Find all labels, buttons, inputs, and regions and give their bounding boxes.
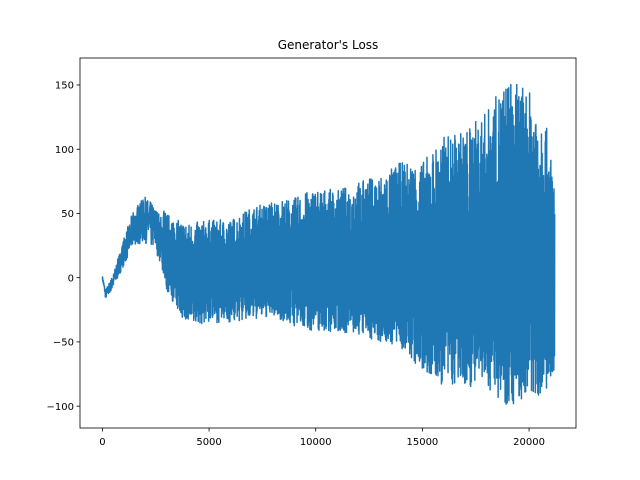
x-tick-label: 20000 [513, 437, 545, 448]
y-tick-label: 100 [55, 145, 74, 156]
y-tick-label: −50 [53, 338, 74, 349]
axes-frame [79, 57, 577, 429]
x-tick-label: 15000 [406, 437, 438, 448]
x-axis: 0 5000 10000 15000 20000 [99, 428, 545, 448]
x-tick-label: 5000 [196, 437, 221, 448]
x-tick-label: 10000 [300, 437, 332, 448]
plot-area [101, 83, 556, 405]
y-tick-label: −100 [47, 402, 74, 413]
y-tick-label: 0 [68, 273, 74, 284]
y-tick-label: 150 [55, 81, 74, 92]
x-tick-label: 0 [99, 437, 105, 448]
y-axis: −100 −50 0 50 100 150 [47, 81, 80, 413]
chart-title: Generator's Loss [278, 38, 379, 52]
series-line-generator-loss [101, 83, 556, 405]
y-tick-label: 50 [61, 209, 74, 220]
